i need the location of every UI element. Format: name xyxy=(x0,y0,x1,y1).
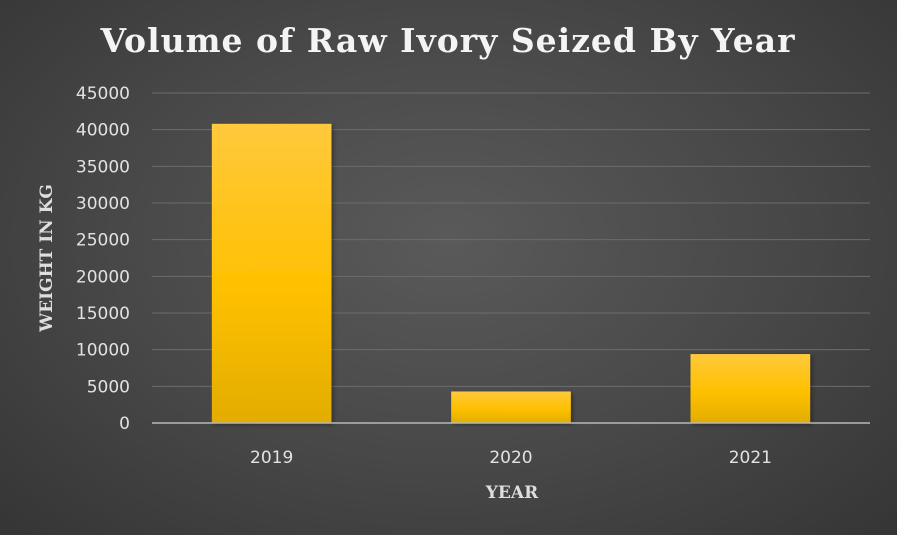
y-tick-label: 40000 xyxy=(76,121,130,141)
y-tick-label: 20000 xyxy=(76,267,130,287)
y-tick-label: 25000 xyxy=(76,231,130,251)
chart-title: Volume of Raw Ivory Seized By Year xyxy=(99,21,795,60)
bars xyxy=(211,123,811,424)
x-tick-label-2020: 2020 xyxy=(489,448,532,468)
y-tick-label: 5000 xyxy=(87,377,130,397)
x-axis-ticks: 2019 2020 2021 xyxy=(250,448,772,468)
y-tick-label: 45000 xyxy=(76,84,130,104)
bar-2021 xyxy=(690,354,811,423)
x-axis-title: YEAR xyxy=(485,483,539,503)
y-axis-title: WEIGHT IN KG xyxy=(37,184,57,333)
y-tick-label: 10000 xyxy=(76,341,130,361)
y-tick-label: 15000 xyxy=(76,304,130,324)
x-tick-label-2019: 2019 xyxy=(250,448,293,468)
bar-2019 xyxy=(211,123,332,424)
bar-2020 xyxy=(451,391,571,423)
y-tick-label: 35000 xyxy=(76,157,130,177)
y-axis-ticks: 0 5000 10000 15000 20000 25000 30000 35000 40000… xyxy=(76,84,130,434)
y-tick-label: 30000 xyxy=(76,194,130,214)
x-tick-label-2021: 2021 xyxy=(729,448,772,468)
y-tick-label: 0 xyxy=(119,414,130,434)
